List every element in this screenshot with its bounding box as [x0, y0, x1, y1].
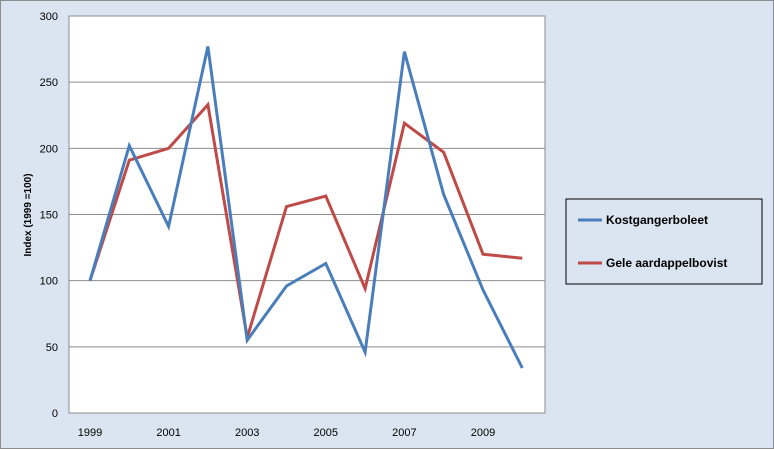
y-tick-label: 150: [40, 210, 58, 222]
series-line-gele-aardappelbovist: [88, 101, 523, 339]
x-tick-label: 2001: [156, 427, 180, 439]
x-tick-label: 2007: [392, 427, 416, 439]
x-tick-label: 1999: [78, 427, 102, 439]
legend: Kostgangerboleet Gele aardappelbovist: [565, 198, 763, 285]
y-tick-label: 0: [52, 408, 58, 420]
y-tick-label: 300: [40, 11, 58, 23]
legend-label: Kostgangerboleet: [606, 213, 708, 227]
y-tick-label: 200: [40, 143, 58, 155]
x-tick-label: 2005: [314, 427, 338, 439]
series-line-kostgangerboleet: [88, 46, 524, 369]
x-axis-ticks: 1999 2001 2003 2005 2007 2009: [78, 427, 495, 439]
y-tick-label: 100: [40, 276, 58, 288]
legend-label: Gele aardappelbovist: [606, 256, 727, 270]
y-axis-ticks: 0 50 100 150 200 250 300: [40, 11, 58, 420]
x-tick-label: 2003: [235, 427, 259, 439]
series-lines: [88, 46, 524, 369]
y-tick-label: 250: [40, 77, 58, 89]
y-tick-label: 50: [46, 342, 58, 354]
legend-box: [565, 198, 763, 285]
x-tick-label: 2009: [471, 427, 495, 439]
y-axis-label: Index (1999 =100): [23, 173, 34, 256]
grid-lines: [69, 81, 545, 348]
